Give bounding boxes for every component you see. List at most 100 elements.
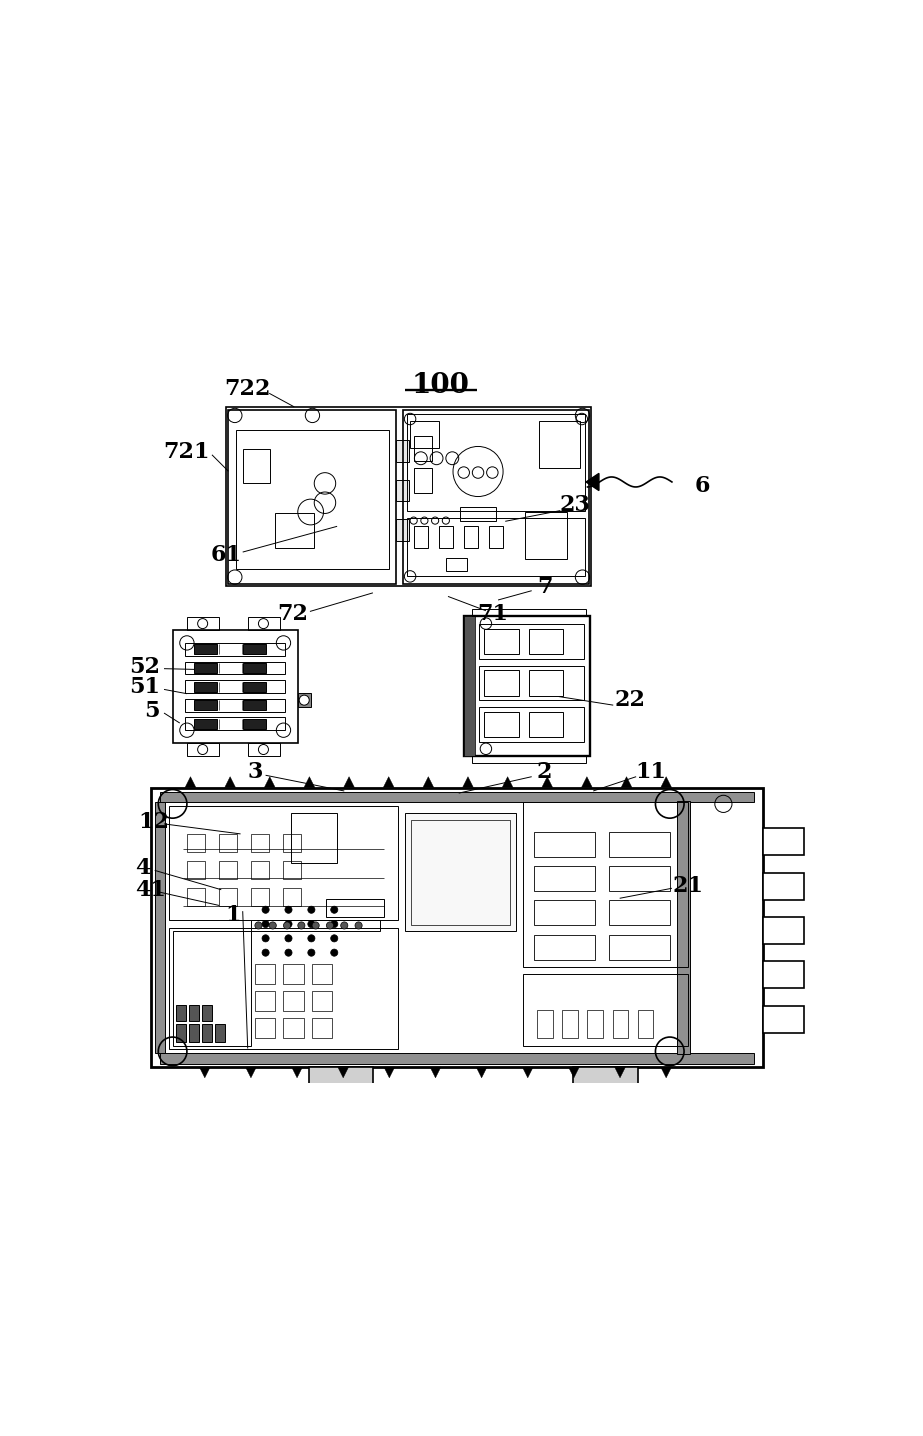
Bar — [186, 718, 285, 729]
Polygon shape — [502, 777, 513, 787]
Circle shape — [262, 935, 270, 942]
Bar — [414, 527, 428, 547]
Bar — [446, 557, 467, 570]
Bar — [485, 629, 519, 655]
Circle shape — [298, 922, 305, 929]
Text: 6: 6 — [694, 474, 710, 497]
Bar — [414, 435, 432, 461]
Bar — [186, 742, 219, 755]
Bar — [247, 617, 280, 630]
Bar — [609, 831, 670, 857]
Bar — [226, 406, 591, 586]
Bar — [160, 1053, 754, 1064]
Bar — [403, 411, 589, 583]
Text: 21: 21 — [672, 875, 703, 898]
Bar — [312, 964, 332, 984]
Text: 11: 11 — [635, 761, 665, 783]
Bar — [479, 666, 584, 701]
Bar — [464, 616, 475, 755]
Circle shape — [299, 695, 309, 705]
Bar — [243, 719, 266, 728]
Polygon shape — [383, 777, 394, 787]
Circle shape — [330, 906, 338, 913]
Bar — [176, 1005, 186, 1021]
Bar — [397, 520, 410, 540]
Text: 71: 71 — [477, 603, 509, 625]
Bar — [533, 935, 594, 959]
Bar — [312, 1018, 332, 1038]
Bar — [405, 813, 516, 931]
Circle shape — [307, 935, 315, 942]
Bar — [537, 1010, 553, 1038]
Bar — [283, 862, 301, 879]
Bar — [151, 788, 762, 1067]
Bar — [202, 1005, 212, 1021]
Bar — [255, 1018, 275, 1038]
Bar — [243, 645, 266, 655]
Bar — [529, 712, 563, 737]
Polygon shape — [462, 777, 473, 787]
Text: 4: 4 — [136, 857, 150, 879]
Circle shape — [307, 906, 315, 913]
Bar — [169, 806, 398, 920]
Polygon shape — [615, 1067, 626, 1078]
Bar — [155, 803, 165, 1053]
Bar — [169, 928, 398, 1050]
Polygon shape — [430, 1067, 441, 1078]
Circle shape — [330, 920, 338, 928]
Bar — [194, 663, 217, 673]
Bar — [194, 701, 217, 711]
Bar — [573, 1067, 638, 1104]
Bar — [414, 468, 432, 493]
Bar — [215, 1024, 225, 1043]
Text: 52: 52 — [128, 655, 160, 678]
Bar — [539, 421, 581, 468]
Bar — [588, 1010, 604, 1038]
Bar — [533, 900, 594, 925]
Bar — [533, 866, 594, 892]
Bar — [472, 755, 586, 763]
Bar — [283, 889, 301, 906]
Circle shape — [255, 922, 262, 929]
Bar — [411, 820, 510, 925]
Bar — [464, 616, 590, 755]
Polygon shape — [186, 777, 196, 787]
Bar — [283, 1018, 304, 1038]
Polygon shape — [581, 777, 593, 787]
Bar — [255, 991, 275, 1011]
Bar — [219, 834, 237, 852]
Bar — [219, 862, 237, 879]
Bar — [298, 694, 311, 708]
Bar — [243, 663, 266, 673]
Bar — [186, 662, 285, 675]
Bar — [243, 449, 270, 484]
Bar — [255, 964, 275, 984]
Circle shape — [341, 922, 348, 929]
Bar — [533, 831, 594, 857]
Bar — [189, 1005, 199, 1021]
Bar — [251, 862, 270, 879]
Bar — [584, 1100, 627, 1107]
Bar — [173, 630, 298, 742]
Bar — [186, 681, 285, 694]
Bar — [186, 643, 285, 656]
Polygon shape — [264, 777, 275, 787]
Polygon shape — [423, 777, 434, 787]
Circle shape — [307, 920, 315, 928]
Polygon shape — [292, 1067, 303, 1078]
Bar — [194, 719, 217, 728]
Bar — [243, 682, 266, 692]
Bar — [186, 862, 205, 879]
Bar — [235, 429, 390, 569]
Bar — [228, 411, 397, 583]
Circle shape — [312, 922, 319, 929]
Bar — [194, 682, 217, 692]
Text: 22: 22 — [615, 689, 646, 711]
Circle shape — [285, 949, 292, 956]
Bar — [189, 1024, 199, 1043]
Bar — [319, 1100, 362, 1107]
Text: 722: 722 — [224, 378, 271, 401]
Polygon shape — [476, 1067, 487, 1078]
Text: 3: 3 — [247, 761, 262, 783]
Polygon shape — [225, 777, 235, 787]
